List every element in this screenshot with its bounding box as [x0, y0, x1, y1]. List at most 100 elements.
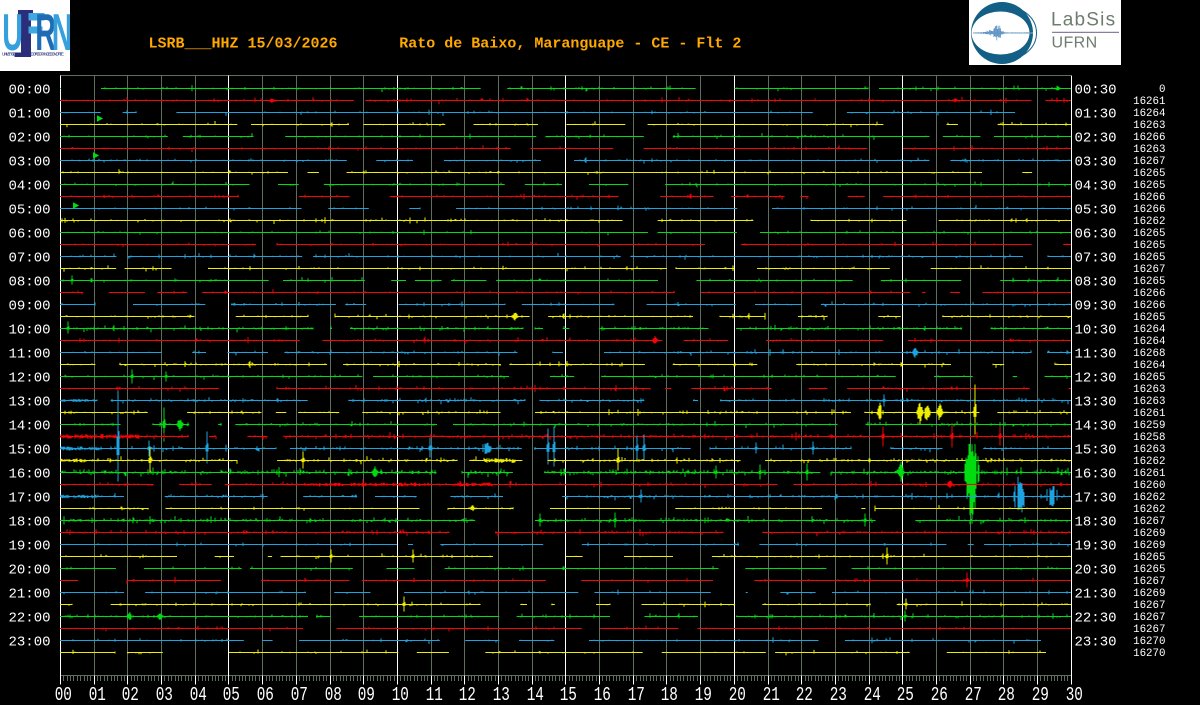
svg-text:30: 30 — [1066, 684, 1083, 705]
svg-text:10:00: 10:00 — [8, 323, 50, 339]
svg-text:05:30: 05:30 — [1075, 203, 1117, 219]
svg-text:17: 17 — [628, 684, 645, 705]
svg-text:14: 14 — [527, 684, 544, 705]
svg-text:04: 04 — [190, 684, 207, 705]
svg-text:16264: 16264 — [1133, 324, 1165, 336]
svg-text:21: 21 — [763, 684, 780, 705]
svg-text:16267: 16267 — [1133, 612, 1165, 624]
svg-text:16265: 16265 — [1133, 564, 1165, 576]
svg-text:13:30: 13:30 — [1075, 395, 1117, 411]
svg-text:23: 23 — [830, 684, 847, 705]
svg-text:16267: 16267 — [1133, 156, 1165, 168]
svg-text:03:30: 03:30 — [1075, 155, 1117, 171]
svg-text:22:00: 22:00 — [8, 611, 50, 627]
svg-text:11: 11 — [426, 684, 443, 705]
svg-text:16269: 16269 — [1133, 528, 1165, 540]
svg-text:06:00: 06:00 — [8, 227, 50, 243]
svg-text:16265: 16265 — [1133, 228, 1165, 240]
svg-text:16265: 16265 — [1133, 276, 1165, 288]
svg-text:15: 15 — [560, 684, 577, 705]
svg-text:16269: 16269 — [1133, 540, 1165, 552]
svg-text:09:30: 09:30 — [1075, 299, 1117, 315]
svg-text:R: R — [35, 3, 56, 61]
svg-text:16263: 16263 — [1133, 396, 1165, 408]
svg-text:00:00: 00:00 — [8, 83, 50, 99]
svg-text:16266: 16266 — [1133, 300, 1165, 312]
svg-text:07:00: 07:00 — [8, 251, 50, 267]
svg-text:20:00: 20:00 — [8, 563, 50, 579]
svg-text:19: 19 — [695, 684, 712, 705]
svg-text:16266: 16266 — [1133, 192, 1165, 204]
svg-text:16264: 16264 — [1133, 360, 1165, 372]
svg-text:16:30: 16:30 — [1075, 467, 1117, 483]
svg-text:08:30: 08:30 — [1075, 275, 1117, 291]
svg-text:12: 12 — [459, 684, 476, 705]
svg-text:24: 24 — [864, 684, 881, 705]
svg-text:16269: 16269 — [1133, 588, 1165, 600]
svg-text:16265: 16265 — [1133, 252, 1165, 264]
svg-text:16265: 16265 — [1133, 372, 1165, 384]
svg-text:14:00: 14:00 — [8, 419, 50, 435]
svg-text:01: 01 — [89, 684, 106, 705]
svg-text:U: U — [2, 3, 23, 61]
svg-text:08: 08 — [325, 684, 342, 705]
svg-text:16266: 16266 — [1133, 288, 1165, 300]
svg-text:16262: 16262 — [1133, 504, 1165, 516]
svg-text:09: 09 — [358, 684, 375, 705]
svg-text:16267: 16267 — [1133, 624, 1165, 636]
svg-text:Rato de Baixo, Maranguape - CE: Rato de Baixo, Maranguape - CE - Flt 2 — [399, 36, 741, 53]
svg-text:16263: 16263 — [1133, 120, 1165, 132]
svg-text:25: 25 — [897, 684, 914, 705]
svg-text:16266: 16266 — [1133, 204, 1165, 216]
svg-text:20:30: 20:30 — [1075, 563, 1117, 579]
svg-text:16262: 16262 — [1133, 216, 1165, 228]
svg-text:05:00: 05:00 — [8, 203, 50, 219]
svg-text:09:00: 09:00 — [8, 299, 50, 315]
svg-text:13:00: 13:00 — [8, 395, 50, 411]
svg-text:06:30: 06:30 — [1075, 227, 1117, 243]
svg-text:16265: 16265 — [1133, 240, 1165, 252]
svg-text:10: 10 — [392, 684, 409, 705]
svg-text:16263: 16263 — [1133, 444, 1165, 456]
svg-text:04:30: 04:30 — [1075, 179, 1117, 195]
svg-text:16261: 16261 — [1133, 468, 1165, 480]
svg-text:07: 07 — [291, 684, 308, 705]
svg-text:19:30: 19:30 — [1075, 539, 1117, 555]
svg-text:03: 03 — [156, 684, 173, 705]
svg-text:23:00: 23:00 — [8, 635, 50, 651]
svg-text:14:30: 14:30 — [1075, 419, 1117, 435]
svg-text:21:00: 21:00 — [8, 587, 50, 603]
svg-text:16261: 16261 — [1133, 96, 1165, 108]
svg-text:16264: 16264 — [1133, 336, 1165, 348]
svg-text:21:30: 21:30 — [1075, 587, 1117, 603]
svg-text:N: N — [52, 3, 70, 61]
svg-text:01:00: 01:00 — [8, 107, 50, 123]
svg-text:16263: 16263 — [1133, 384, 1165, 396]
svg-text:LabSis: LabSis — [1051, 10, 1116, 31]
svg-text:02: 02 — [122, 684, 139, 705]
svg-text:LSRB___HHZ 15/03/2026: LSRB___HHZ 15/03/2026 — [149, 36, 338, 53]
svg-text:20: 20 — [729, 684, 746, 705]
svg-text:18:30: 18:30 — [1075, 515, 1117, 531]
svg-text:22:30: 22:30 — [1075, 611, 1117, 627]
svg-text:16265: 16265 — [1133, 552, 1165, 564]
svg-text:16261: 16261 — [1133, 408, 1165, 420]
svg-text:17:00: 17:00 — [8, 491, 50, 507]
svg-text:16270: 16270 — [1133, 648, 1165, 660]
svg-text:16267: 16267 — [1133, 576, 1165, 588]
svg-text:01:30: 01:30 — [1075, 107, 1117, 123]
svg-text:16263: 16263 — [1133, 144, 1165, 156]
svg-text:17:30: 17:30 — [1075, 491, 1117, 507]
svg-text:18:00: 18:00 — [8, 515, 50, 531]
svg-text:12:30: 12:30 — [1075, 371, 1117, 387]
svg-text:10:30: 10:30 — [1075, 323, 1117, 339]
svg-text:16265: 16265 — [1133, 312, 1165, 324]
svg-text:11:30: 11:30 — [1075, 347, 1117, 363]
svg-text:16:00: 16:00 — [8, 467, 50, 483]
svg-text:23:30: 23:30 — [1075, 635, 1117, 651]
svg-text:16265: 16265 — [1133, 180, 1165, 192]
svg-text:16267: 16267 — [1133, 600, 1165, 612]
svg-text:UNIVERSIDADE FEDERAL DO RIO GR: UNIVERSIDADE FEDERAL DO RIO GRANDE DO NO… — [2, 52, 64, 58]
svg-text:16264: 16264 — [1133, 108, 1165, 120]
svg-text:16270: 16270 — [1133, 636, 1165, 648]
